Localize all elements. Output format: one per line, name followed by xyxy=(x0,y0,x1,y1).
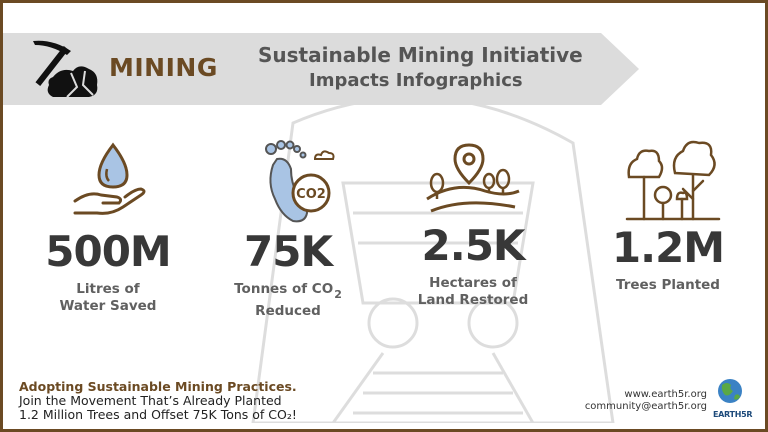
header-banner xyxy=(3,21,639,107)
stat-trees-planted: 1.2M Trees Planted xyxy=(593,225,743,294)
contact-info: www.earth5r.org community@earth5r.org xyxy=(563,389,707,413)
footer-message: Adopting Sustainable Mining Practices. J… xyxy=(19,380,297,422)
stat-label-line1: Litres of xyxy=(76,281,140,297)
stat-label-line2: Water Saved xyxy=(59,298,157,314)
email-link[interactable]: community@earth5r.org xyxy=(584,401,707,412)
footer-line: Join the Movement That’s Already Planted xyxy=(19,393,282,408)
trees-icon xyxy=(625,140,721,221)
page-title: Sustainable Mining Initiative xyxy=(258,43,583,67)
earth5r-logo: EARTH5R xyxy=(713,377,753,421)
land-pin-icon xyxy=(426,143,520,213)
stat-label-line2: Land Restored xyxy=(417,292,529,308)
globe-icon xyxy=(718,379,742,403)
stat-water-saved: 500M Litres of Water Saved xyxy=(23,229,193,315)
footer-headline: Adopting Sustainable Mining Practices. xyxy=(19,379,297,394)
svg-text:CO2: CO2 xyxy=(296,187,326,202)
footprint-co2-icon: CO2 xyxy=(265,140,335,223)
stat-label-line1: Trees Planted xyxy=(616,277,720,293)
co2-subscript: 2 xyxy=(334,288,342,301)
logo-text: EARTH5R xyxy=(713,410,753,419)
stat-label-line1: Hectares of xyxy=(429,275,517,291)
stat-value: 500M xyxy=(45,227,171,276)
stat-label-line1: Tonnes of CO xyxy=(234,281,334,297)
stat-value: 1.2M xyxy=(611,223,725,272)
footer-line: 1.2 Million Trees and Offset 75K Tons of… xyxy=(19,407,297,422)
pickaxe-rocks-icon xyxy=(33,40,98,98)
stat-value: 2.5K xyxy=(421,221,526,270)
stat-land-restored: 2.5K Hectares of Land Restored xyxy=(393,223,553,309)
water-drop-hand-icon xyxy=(73,142,146,215)
website-link[interactable]: www.earth5r.org xyxy=(624,389,707,400)
stat-label-line2: Reduced xyxy=(255,303,321,319)
stat-value: 75K xyxy=(244,227,333,276)
stat-co2-reduced: 75K Tonnes of CO2 Reduced xyxy=(213,229,363,320)
category-label: MINING xyxy=(109,53,218,82)
page-subtitle: Impacts Infographics xyxy=(309,70,523,91)
